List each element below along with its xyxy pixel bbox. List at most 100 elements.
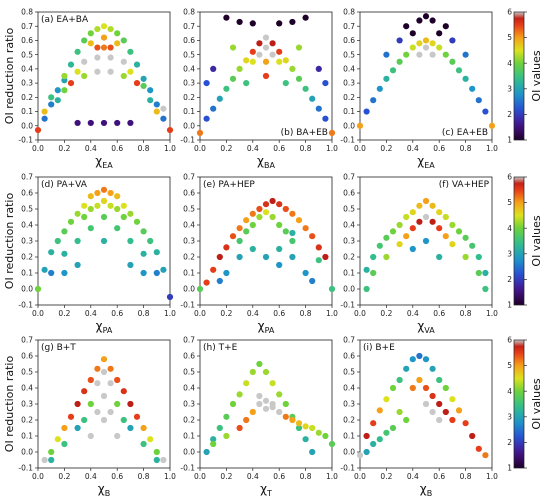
data-point	[442, 384, 449, 392]
data-point	[416, 376, 423, 384]
panel-c: -0.10.00.10.20.30.40.50.60.70.80.0 0.2 0.4…	[340, 8, 498, 170]
x-tick-label: 0.8	[138, 472, 150, 481]
y-tick-label: 0.3	[21, 237, 33, 246]
y-tick-label: 0.2	[21, 253, 33, 262]
data-point	[416, 202, 423, 209]
y-tick-label: 0.3	[343, 400, 355, 409]
data-point	[462, 51, 469, 58]
data-point	[302, 436, 309, 443]
y-tick-label: 0.5	[21, 205, 33, 214]
data-point	[383, 75, 390, 82]
x-tick-label: 0.6	[273, 144, 285, 153]
data-point	[74, 424, 81, 432]
data-point	[262, 44, 270, 51]
data-point	[160, 456, 167, 464]
data-point	[100, 416, 108, 424]
colorbar: 1 2 3 4 5 6 OI values	[507, 173, 543, 310]
data-point	[87, 40, 94, 47]
x-tick-label: 0.2	[58, 309, 70, 318]
data-point	[81, 72, 88, 80]
x-tick-label: 1.0	[486, 309, 498, 318]
data-point	[223, 413, 230, 420]
data-point	[416, 40, 423, 47]
data-point	[236, 225, 243, 232]
data-point	[389, 67, 397, 74]
y-tick-label: 0.2	[183, 253, 195, 262]
x-tick-label: 0.2	[58, 472, 70, 481]
x-tick-label: 0.8	[300, 472, 312, 481]
data-point	[416, 218, 423, 225]
y-tick-label: 0.1	[343, 432, 355, 441]
data-point	[295, 75, 303, 82]
data-point	[203, 279, 210, 286]
data-point	[133, 413, 141, 420]
data-point	[315, 257, 322, 264]
data-point	[416, 352, 423, 360]
x-tick-label: 0.4	[85, 144, 97, 153]
data-point	[94, 189, 101, 197]
data-point	[315, 105, 322, 112]
x-tick-label: 0.0	[354, 472, 366, 481]
data-point	[120, 37, 127, 44]
data-point	[223, 244, 230, 251]
data-point	[210, 65, 217, 72]
colorbars: 1 2 3 4 5 6 OI values 1 2 3 4 5 6 OI values 1 2 3 4 5 6 OI v…	[507, 8, 543, 473]
y-tick-label: 0.6	[343, 36, 355, 45]
data-point	[94, 25, 101, 33]
data-point	[153, 269, 160, 277]
data-point	[81, 37, 88, 44]
y-tick-label: 0.6	[343, 352, 355, 361]
y-tick-label: 0.0	[343, 121, 355, 130]
data-point	[114, 400, 121, 408]
data-point	[328, 285, 336, 293]
data-point	[229, 75, 237, 82]
x-tick-label: 0.6	[111, 472, 123, 481]
data-point	[429, 17, 436, 24]
data-point	[114, 119, 121, 127]
data-point	[114, 40, 121, 47]
data-point	[289, 210, 296, 217]
y-tick-label: 0.2	[343, 93, 355, 102]
panel-e: -0.10.00.10.20.30.40.50.60.70.0 0.2 0.4 0.6…	[180, 173, 338, 335]
panel-title: (e) PA+HEP	[203, 180, 255, 190]
data-point	[87, 225, 94, 232]
data-point	[210, 436, 217, 443]
x-tick-label: 0.8	[138, 309, 150, 318]
y-tick-label: -0.1	[180, 464, 195, 473]
data-point	[41, 266, 48, 273]
data-point	[429, 408, 436, 416]
data-point	[409, 245, 416, 253]
data-point	[216, 95, 223, 102]
x-tick-label: 0.0	[32, 144, 44, 153]
y-tick-label: 0.5	[343, 205, 355, 214]
x-axis-label-sub: EA	[102, 161, 113, 170]
data-point	[81, 416, 88, 424]
x-tick-label: 0.4	[85, 472, 97, 481]
data-point	[289, 65, 296, 72]
x-axis-label: χVA	[417, 319, 435, 335]
scatter-panels: -0.10.00.10.20.30.40.50.60.70.80.0 0.2 0.4…	[18, 8, 498, 498]
data-point	[416, 17, 423, 24]
y-tick-label: 0.0	[21, 285, 33, 294]
x-tick-label: 0.6	[273, 472, 285, 481]
colorbar-gradient	[513, 11, 525, 141]
data-point	[269, 400, 276, 408]
data-point	[295, 44, 303, 51]
data-point	[256, 213, 263, 221]
data-point	[422, 213, 430, 221]
data-point	[153, 101, 160, 108]
data-point	[276, 408, 283, 416]
data-point	[302, 225, 309, 232]
x-tick-label: 0.0	[354, 144, 366, 153]
x-tick-label: 1.0	[326, 472, 338, 481]
data-point	[322, 115, 329, 122]
x-tick-label: 0.8	[460, 309, 472, 318]
data-point	[269, 213, 276, 221]
data-point	[295, 217, 303, 224]
data-point	[422, 44, 430, 51]
data-point	[409, 225, 416, 232]
y-tick-label: 0.3	[21, 400, 33, 409]
data-point	[196, 285, 204, 293]
data-point	[482, 285, 489, 293]
data-point	[249, 368, 256, 376]
